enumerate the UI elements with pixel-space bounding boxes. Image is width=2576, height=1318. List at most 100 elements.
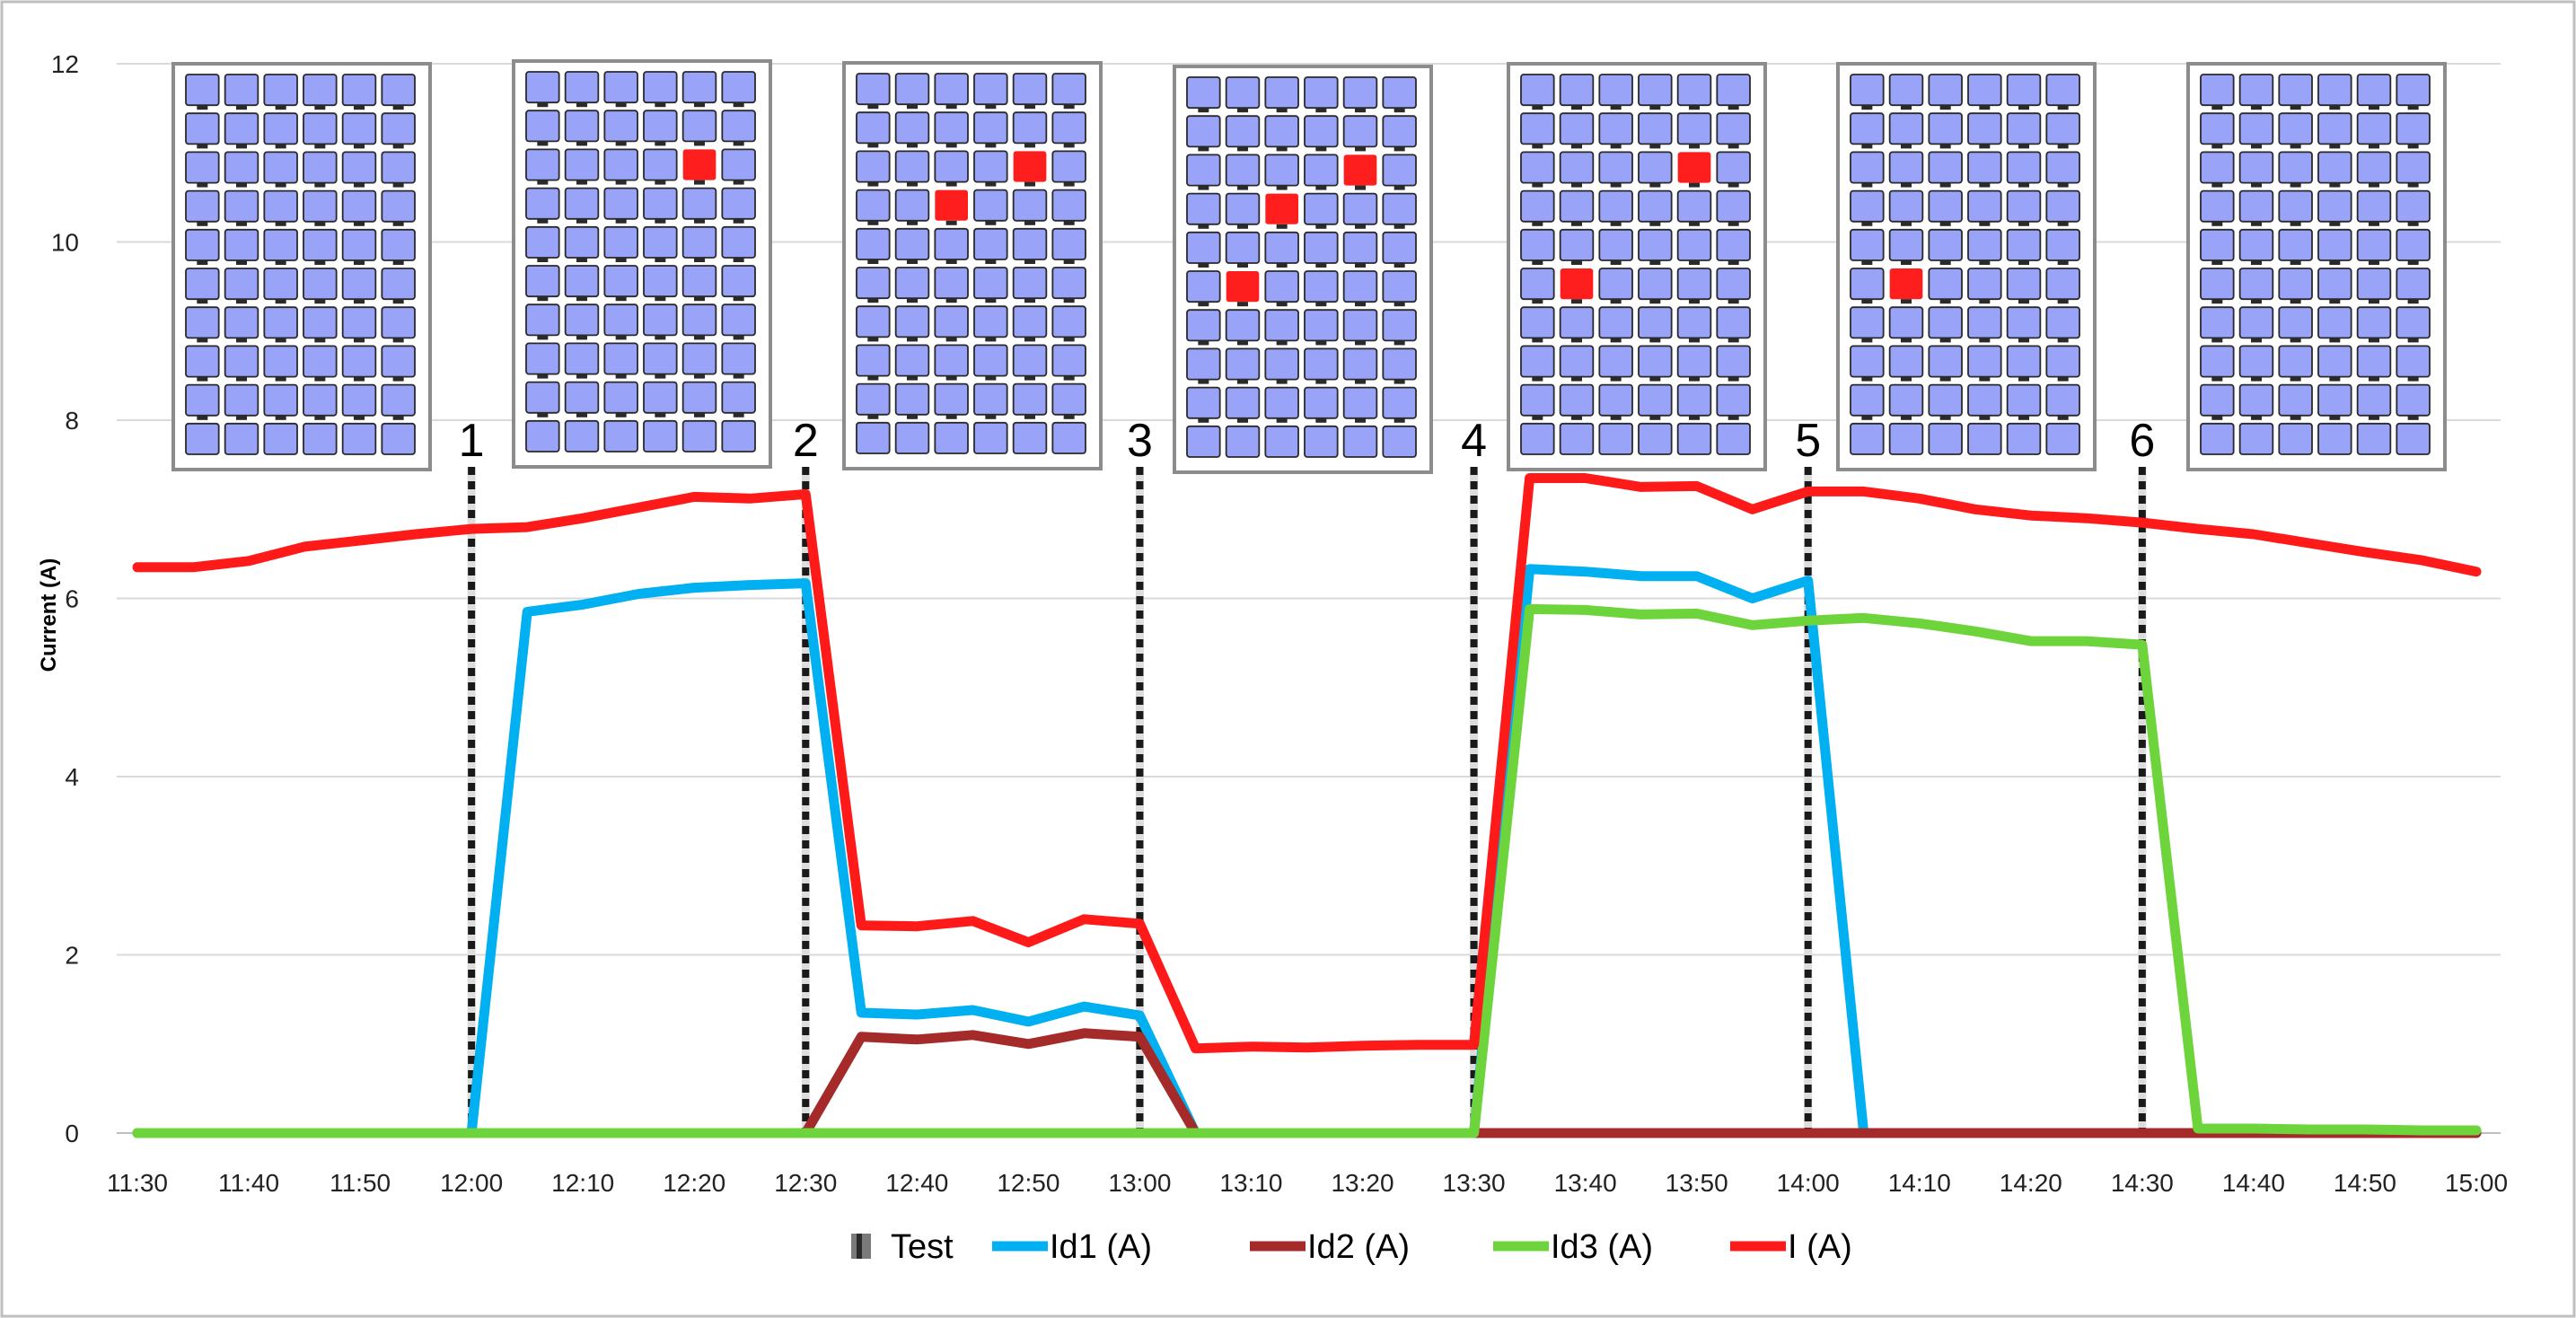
pv-cell [973,189,1008,222]
pv-cell [2317,74,2352,107]
pv-cell [2006,74,2042,107]
shaded-cell [1226,271,1260,303]
pv-cell [263,151,298,184]
pv-cell [2006,345,2042,378]
pv-cell [1186,386,1221,419]
pv-cell [303,74,338,107]
pv-cell [2045,189,2080,223]
cell-connector [197,260,208,265]
cell-connector [2329,260,2341,265]
cell-connector [1237,263,1248,268]
pv-cell [564,303,600,337]
pv-cell [1051,150,1086,183]
pv-cell [1850,228,1885,261]
pv-cell [1559,151,1595,184]
cell-connector [1394,146,1405,152]
cell-connector [1901,260,1912,265]
cell-connector [576,296,587,302]
pv-cell [224,306,259,339]
pv-cell [894,227,930,260]
pv-cell [1716,151,1751,184]
pv-cell [1967,306,2002,339]
pv-cell [1186,115,1221,148]
pv-cell [681,381,717,414]
x-tick-label: 13:00 [1108,1169,1171,1197]
cell-connector [2211,144,2223,149]
cell-connector [945,143,957,148]
pv-cell [2006,228,2042,261]
pv-cell [2278,422,2313,455]
cell-connector [945,220,957,225]
pv-cell [1382,154,1417,187]
test-number-label: 4 [1461,415,1487,467]
cell-connector [655,102,666,108]
pv-cell [681,265,717,298]
cell-connector [197,415,208,420]
cell-connector [1939,144,1951,149]
cell-connector [1649,144,1661,149]
pv-cell [934,111,969,145]
pv-cell [1264,231,1299,264]
pv-cell [1382,115,1417,148]
pv-cell [973,382,1008,416]
legend-swatch-test-stripe [857,1234,862,1259]
cell-connector [392,105,404,110]
pv-cell [1967,422,2002,455]
cell-connector [1939,376,1951,382]
pv-cell [525,381,560,414]
shaded-cell [1013,151,1047,182]
cell-connector [1689,415,1700,420]
cell-connector [392,299,404,304]
pv-cell [1382,347,1417,381]
pv-cell [1264,115,1299,148]
cell-connector [392,144,404,149]
pv-cell [1967,345,2002,378]
pv-cell [2238,345,2274,378]
pv-cell [1225,192,1261,225]
pv-cell [1051,111,1086,145]
pv-cell [2238,306,2274,339]
cell-connector [1063,259,1075,264]
series-line-id3 [132,603,2482,1138]
cell-connector [907,181,918,187]
cell-connector [945,181,957,187]
cell-connector [1532,415,1543,420]
cell-connector [1532,221,1543,226]
pv-cell [1928,268,1963,301]
cell-connector [1063,337,1075,342]
cell-connector [2251,221,2262,226]
pv-cell [934,227,969,260]
pv-cell [1012,73,1048,106]
pv-cell [1638,151,1673,184]
pv-cell [1716,422,1751,455]
cell-connector [655,180,666,185]
cell-connector [2211,182,2223,188]
pv-cell [894,382,930,416]
pv-cell [2006,189,2042,223]
pv-cell [2006,151,2042,184]
cell-connector [1355,340,1366,346]
pv-cell [1888,383,1924,417]
shaded-cell [1677,152,1711,183]
pv-cell [185,74,220,107]
cell-connector [907,143,918,148]
cell-connector [1024,220,1035,225]
cell-connector [2018,299,2029,304]
pv-cell [643,110,678,143]
cell-connector [1198,108,1209,113]
cell-connector [2251,260,2262,265]
cell-connector [2057,144,2069,149]
cell-connector [1861,299,1873,304]
cell-connector [2018,338,2029,343]
cell-connector [1355,185,1366,190]
cell-connector [1024,259,1035,264]
x-tick-label: 14:00 [1777,1169,1840,1197]
cell-connector [1315,185,1327,190]
cell-connector [275,338,286,343]
cell-connector [354,415,365,420]
pv-cell [1638,422,1673,455]
pv-cell [381,422,416,455]
pv-cell [1012,344,1048,377]
pv-cell [721,110,756,143]
